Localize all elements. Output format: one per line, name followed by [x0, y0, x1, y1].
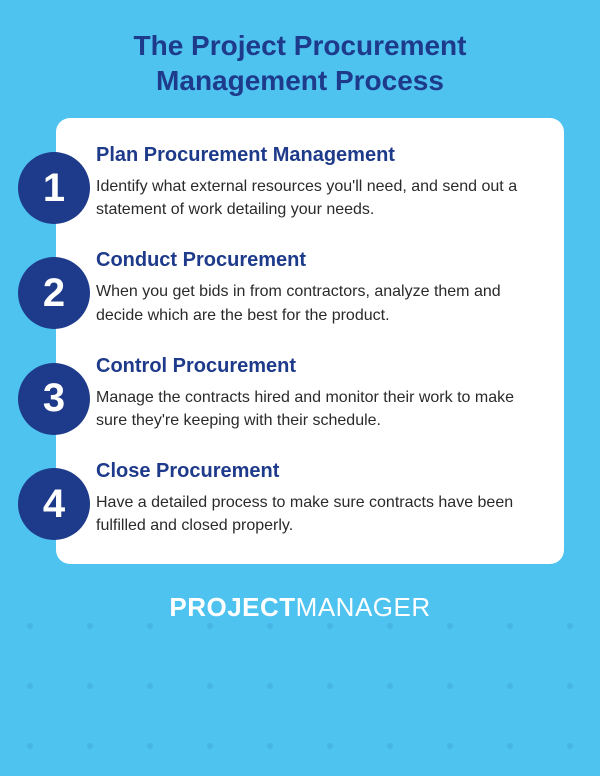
- step-description: Manage the contracts hired and monitor t…: [96, 386, 536, 432]
- logo-light: MANAGER: [296, 592, 431, 622]
- step-title: Conduct Procurement: [96, 249, 536, 272]
- step-4: 4 Close Procurement Have a detailed proc…: [96, 460, 536, 537]
- step-1: 1 Plan Procurement Management Identify w…: [96, 144, 536, 221]
- logo-bold: PROJECT: [169, 592, 295, 622]
- step-number-badge: 4: [18, 468, 90, 540]
- step-description: Have a detailed process to make sure con…: [96, 491, 536, 537]
- step-3: 3 Control Procurement Manage the contrac…: [96, 355, 536, 432]
- title-line-1: The Project Procurement: [134, 30, 467, 61]
- background-pattern: [0, 596, 600, 776]
- steps-card: 1 Plan Procurement Management Identify w…: [56, 118, 564, 564]
- step-number-badge: 3: [18, 363, 90, 435]
- brand-logo: PROJECTMANAGER: [0, 592, 600, 623]
- step-number-badge: 2: [18, 257, 90, 329]
- title-line-2: Management Process: [156, 65, 444, 96]
- page-title: The Project Procurement Management Proce…: [0, 0, 600, 118]
- step-description: Identify what external resources you'll …: [96, 175, 536, 221]
- step-title: Control Procurement: [96, 355, 536, 378]
- step-title: Close Procurement: [96, 460, 536, 483]
- step-number-badge: 1: [18, 152, 90, 224]
- step-description: When you get bids in from contractors, a…: [96, 280, 536, 326]
- step-2: 2 Conduct Procurement When you get bids …: [96, 249, 536, 326]
- step-title: Plan Procurement Management: [96, 144, 536, 167]
